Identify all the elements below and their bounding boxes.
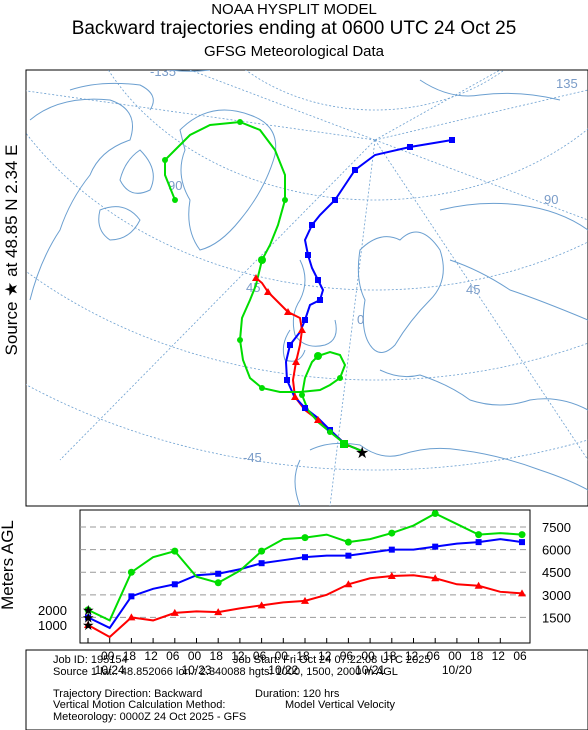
height-point: [302, 554, 308, 561]
height-point: [301, 534, 309, 542]
x-tick-label: 12: [492, 649, 506, 663]
source-info: Source 1 lat.: 48.852066 lon.: 2.340088 …: [53, 666, 398, 678]
x-tick-label: 06: [513, 649, 527, 663]
x-tick-label: 00: [448, 649, 462, 663]
height-point: [215, 570, 222, 577]
height-chart-frame: [79, 509, 531, 644]
trajectory-green: [164, 120, 363, 452]
x-tick-label: 12: [144, 649, 158, 663]
coastlines: [29, 70, 588, 506]
x-tick-label: 00: [188, 649, 202, 663]
height-point: [257, 601, 266, 609]
height-point: [475, 539, 482, 546]
height-point: [345, 552, 352, 559]
vertical-motion-value: Model Vertical Velocity: [285, 699, 396, 711]
height-point: [214, 579, 222, 587]
grid-label: 90: [544, 192, 558, 207]
met-data-title: GFSG Meteorological Data: [203, 43, 385, 60]
grid-label: 0: [357, 312, 364, 327]
height-point: [387, 572, 396, 579]
height-tick-label: 6000: [542, 543, 571, 558]
height-point: [214, 608, 223, 616]
start-height-label: 2000: [38, 603, 67, 618]
job-id: Job ID: 195154: [53, 654, 128, 666]
source-star-icon: ★: [355, 445, 369, 462]
height-tick-label: 3000: [542, 588, 571, 603]
height-point: [85, 614, 91, 621]
height-point: [171, 547, 179, 555]
height-point: [518, 531, 526, 539]
source-star-icon: ★: [82, 603, 95, 619]
height-point: [475, 531, 483, 539]
x-tick-label: 18: [210, 649, 224, 663]
source-star-icon: ★: [82, 618, 95, 634]
height-point: [258, 560, 265, 567]
height-point: [127, 613, 136, 621]
height-point: [171, 581, 178, 588]
height-point: [170, 608, 179, 616]
height-point: [474, 581, 483, 589]
height-point: [344, 538, 352, 546]
height-point: [388, 546, 395, 553]
grid-label: 45: [466, 282, 480, 297]
start-height-label: 1000: [38, 618, 67, 633]
height-point: [431, 574, 440, 582]
graticule-labels: -135 135 90 90 45 0 -45 45: [150, 64, 578, 465]
model-title: NOAA HYSPLIT MODEL: [211, 1, 377, 18]
source-star-icon: ★: [82, 610, 95, 626]
height-point: [431, 510, 439, 518]
height-point: [84, 620, 92, 628]
height-point: [432, 543, 439, 550]
height-point: [388, 529, 396, 537]
meteorology: Meteorology: 0000Z 24 Oct 2025 - GFS: [53, 711, 247, 723]
height-tick-label: 7500: [542, 520, 571, 535]
vertical-motion-label: Vertical Motion Calculation Method:: [53, 699, 226, 711]
job-start: Job Start: Fri Oct 24 07:22:08 UTC 2025: [233, 654, 431, 666]
height-point: [258, 547, 266, 555]
height-point: [301, 596, 309, 604]
x-date-label: 10/20: [442, 663, 472, 677]
map-frame: [25, 69, 588, 507]
height-point: [519, 539, 525, 546]
height-point: [518, 589, 526, 597]
height-point: [128, 593, 135, 600]
trajectory-title: Backward trajectories ending at 0600 UTC…: [71, 18, 517, 39]
map-graticule: [26, 70, 588, 506]
height-point: [127, 568, 135, 576]
height-point: [84, 606, 92, 614]
height-point: [344, 580, 353, 588]
x-tick-label: 18: [470, 649, 484, 663]
grid-label: -135: [150, 64, 176, 79]
height-tick-label: 1500: [542, 610, 571, 625]
x-tick-label: 06: [166, 649, 180, 663]
grid-label: 135: [556, 76, 578, 91]
height-tick-label: 4500: [542, 565, 571, 580]
trajectory-markers: [162, 119, 455, 448]
grid-label: -45: [243, 450, 262, 465]
